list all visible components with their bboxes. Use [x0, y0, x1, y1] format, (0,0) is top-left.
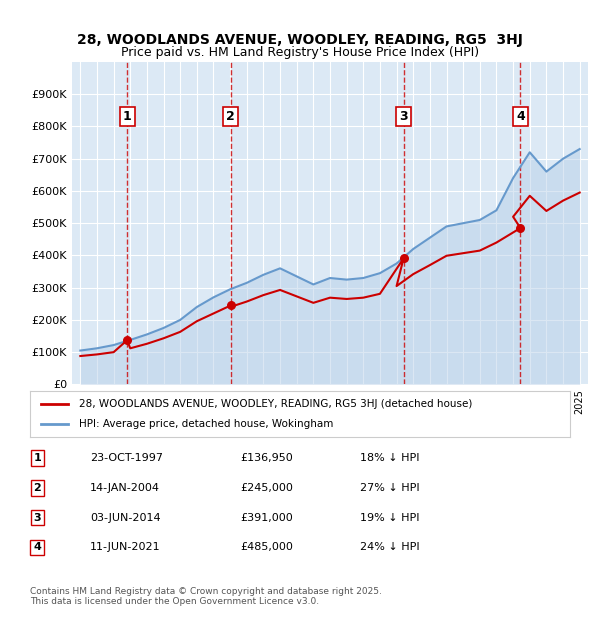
Text: 3: 3: [34, 513, 41, 523]
Text: £136,950: £136,950: [240, 453, 293, 463]
Text: 1: 1: [34, 453, 41, 463]
Text: 19% ↓ HPI: 19% ↓ HPI: [360, 513, 419, 523]
Point: [122, 335, 132, 345]
Text: 3: 3: [399, 110, 408, 123]
Text: Contains HM Land Registry data © Crown copyright and database right 2025.
This d: Contains HM Land Registry data © Crown c…: [30, 587, 382, 606]
Text: 27% ↓ HPI: 27% ↓ HPI: [360, 483, 419, 493]
Text: £245,000: £245,000: [240, 483, 293, 493]
Text: 14-JAN-2004: 14-JAN-2004: [90, 483, 160, 493]
Point: [226, 301, 236, 311]
Point: [399, 254, 409, 264]
Text: 2: 2: [34, 483, 41, 493]
Text: 1: 1: [123, 110, 131, 123]
Text: 11-JUN-2021: 11-JUN-2021: [90, 542, 161, 552]
Text: 28, WOODLANDS AVENUE, WOODLEY, READING, RG5  3HJ: 28, WOODLANDS AVENUE, WOODLEY, READING, …: [77, 33, 523, 47]
Text: 18% ↓ HPI: 18% ↓ HPI: [360, 453, 419, 463]
Text: 28, WOODLANDS AVENUE, WOODLEY, READING, RG5 3HJ (detached house): 28, WOODLANDS AVENUE, WOODLEY, READING, …: [79, 399, 472, 409]
Text: 23-OCT-1997: 23-OCT-1997: [90, 453, 163, 463]
Point: [515, 223, 525, 233]
Text: 03-JUN-2014: 03-JUN-2014: [90, 513, 161, 523]
Text: 4: 4: [516, 110, 525, 123]
Text: 24% ↓ HPI: 24% ↓ HPI: [360, 542, 419, 552]
Text: 2: 2: [226, 110, 235, 123]
Text: £391,000: £391,000: [240, 513, 293, 523]
Text: Price paid vs. HM Land Registry's House Price Index (HPI): Price paid vs. HM Land Registry's House …: [121, 46, 479, 59]
Text: £485,000: £485,000: [240, 542, 293, 552]
Text: 4: 4: [33, 542, 41, 552]
Text: HPI: Average price, detached house, Wokingham: HPI: Average price, detached house, Woki…: [79, 419, 333, 429]
